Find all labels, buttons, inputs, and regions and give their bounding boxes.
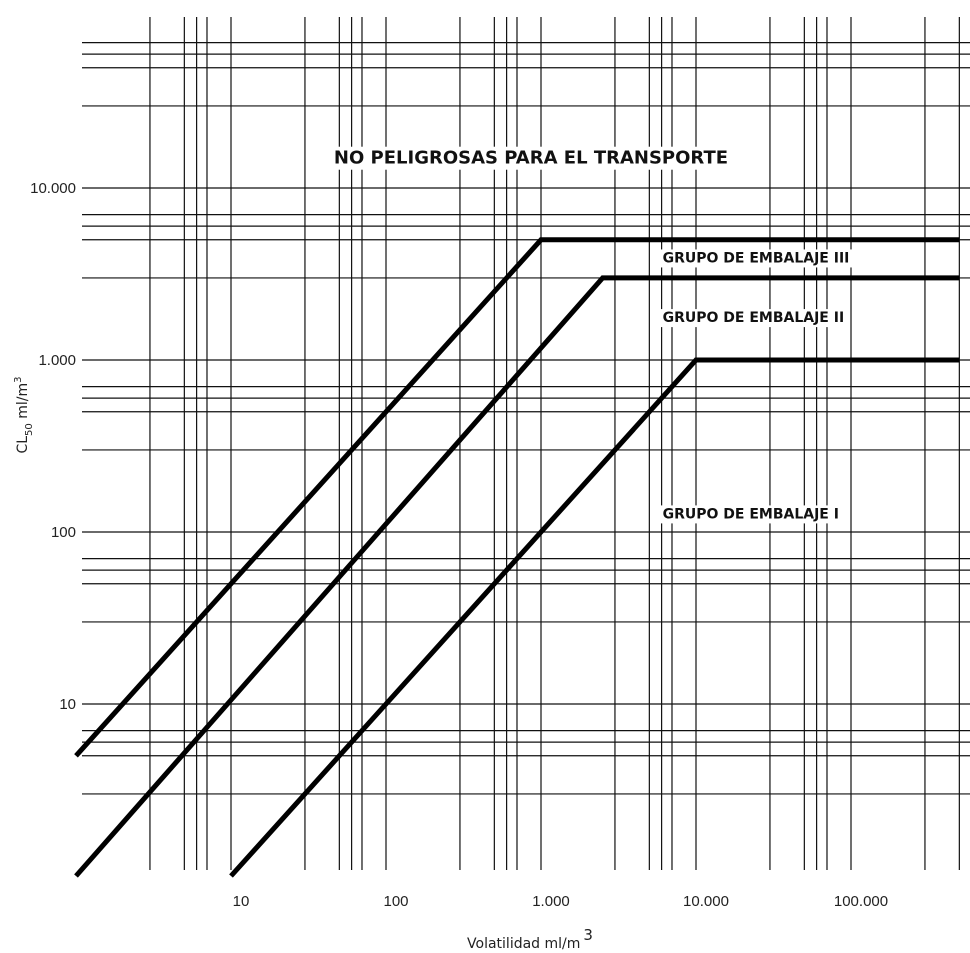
region-label-non-dangerous: NO PELIGROSAS PARA EL TRANSPORTE [334,148,728,169]
region-label-packing-group: GRUPO DE EMBALAJE III [663,250,850,266]
x-tick-label: 10.000 [683,893,729,910]
y-tick-label: 1.000 [38,352,76,369]
grid-lines [82,17,970,870]
y-axis-title: CL50 ml/m3 [13,376,35,453]
boundary-line-2 [74,275,960,878]
y-tick-label: 10.000 [30,180,76,197]
tick-labels: 10 100 1.000 10.000 100.000 10 100 1.000 10.000 [30,180,888,910]
region-label-background [329,146,733,170]
region-label-background [658,505,843,524]
region-label-background [658,249,854,268]
region-label-background [658,309,849,328]
y-tick-label: 100 [51,524,76,541]
x-axis-title: Volatilidad ml/m 3 [467,926,593,952]
x-tick-label: 10 [233,893,250,910]
y-tick-label: 10 [59,696,76,713]
region-labels: NO PELIGROSAS PARA EL TRANSPORTE GRUPO DE… [329,146,854,524]
x-tick-label: 100.000 [834,893,888,910]
boundary-line-1 [74,237,960,758]
boundary-line-3 [229,357,960,878]
x-tick-label: 100 [383,893,408,910]
region-label-packing-group: GRUPO DE EMBALAJE I [663,506,839,522]
region-label-packing-group: GRUPO DE EMBALAJE II [663,310,845,326]
x-tick-label: 1.000 [532,893,570,910]
packing-group-boundaries [74,237,960,878]
